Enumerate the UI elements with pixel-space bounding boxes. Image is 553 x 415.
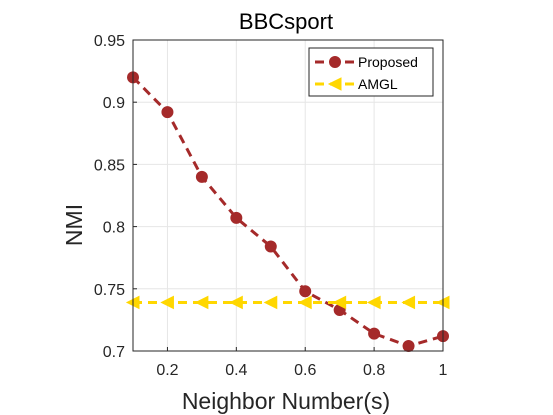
series-layer: [125, 71, 450, 353]
x-tick-label: 0.6: [294, 362, 316, 379]
proposed-point: [161, 106, 174, 119]
legend: Proposed AMGL: [308, 47, 434, 97]
x-tick-label: 0.2: [156, 362, 178, 379]
proposed-series: [127, 71, 449, 353]
y-tick-label: 0.85: [94, 157, 125, 174]
amgl-point: [160, 295, 174, 310]
plot-frame: [132, 39, 444, 352]
proposed-point: [402, 340, 415, 353]
y-tick-label: 0.9: [103, 95, 125, 112]
proposed-point: [195, 170, 208, 183]
y-axis-title: NMI: [61, 204, 87, 246]
x-tick-label: 0.8: [363, 362, 385, 379]
legend-marker-proposed: [329, 56, 341, 68]
legend-box: [308, 47, 434, 97]
proposed-point: [299, 285, 312, 298]
y-tick-label: 0.8: [103, 220, 125, 237]
legend-label-proposed: Proposed: [358, 54, 418, 70]
ticks: 0.2 0.4 0.6 0.8 1 0.7 0.75 0.8 0.85 0.9 0.95: [94, 33, 448, 379]
amgl-point: [366, 295, 381, 310]
amgl-point: [263, 295, 278, 310]
proposed-line: [131, 76, 444, 348]
legend-label-amgl: AMGL: [358, 76, 398, 92]
proposed-point: [230, 211, 243, 224]
amgl-point: [401, 295, 416, 310]
x-axis-title: Neighbor Number(s): [182, 388, 390, 414]
y-tick-label: 0.7: [103, 344, 125, 361]
amgl-point: [298, 295, 312, 310]
amgl-series: [125, 295, 450, 310]
y-tick-label: 0.75: [94, 282, 125, 299]
proposed-point: [368, 327, 381, 340]
proposed-point: [264, 240, 277, 253]
legend-marker-amgl: [327, 77, 342, 91]
chart-title: BBCsport: [239, 9, 333, 34]
y-tick-label: 0.95: [94, 33, 125, 50]
amgl-point: [332, 295, 347, 310]
x-tick-label: 0.4: [225, 362, 247, 379]
amgl-point: [229, 295, 243, 310]
amgl-point: [194, 295, 209, 310]
x-tick-label: 1: [439, 362, 448, 379]
